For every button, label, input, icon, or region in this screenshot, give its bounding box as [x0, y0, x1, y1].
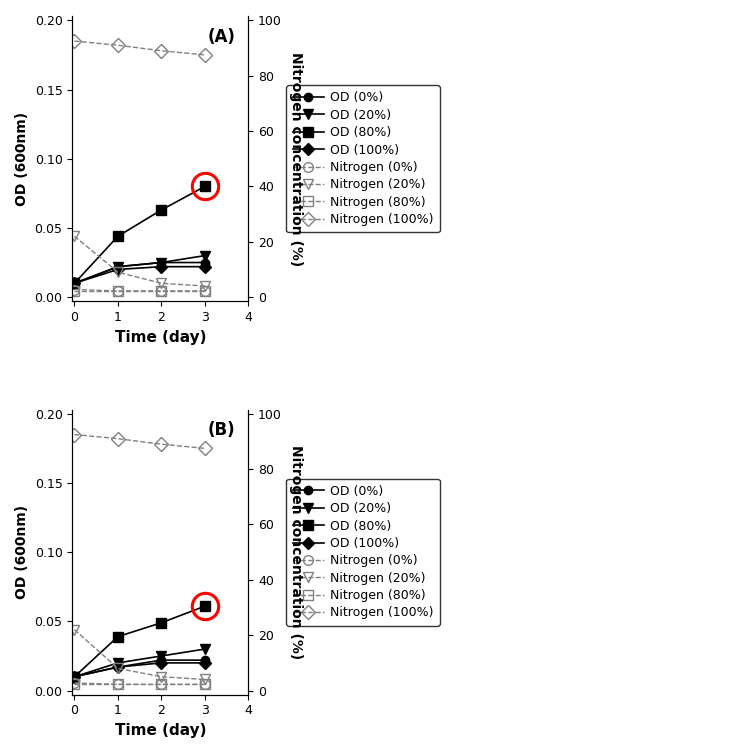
- X-axis label: Time (day): Time (day): [115, 723, 206, 738]
- Legend: OD (0%), OD (20%), OD (80%), OD (100%), Nitrogen (0%), Nitrogen (20%), Nitrogen : OD (0%), OD (20%), OD (80%), OD (100%), …: [286, 479, 440, 626]
- X-axis label: Time (day): Time (day): [115, 330, 206, 345]
- Y-axis label: OD (600nm): OD (600nm): [15, 505, 29, 599]
- Y-axis label: Nitrogen concentration (%): Nitrogen concentration (%): [289, 445, 303, 660]
- Legend: OD (0%), OD (20%), OD (80%), OD (100%), Nitrogen (0%), Nitrogen (20%), Nitrogen : OD (0%), OD (20%), OD (80%), OD (100%), …: [286, 85, 440, 232]
- Text: (A): (A): [208, 28, 236, 46]
- Text: (B): (B): [208, 421, 236, 439]
- Y-axis label: OD (600nm): OD (600nm): [15, 111, 29, 206]
- Y-axis label: Nitrogen concentration (%): Nitrogen concentration (%): [289, 52, 303, 266]
